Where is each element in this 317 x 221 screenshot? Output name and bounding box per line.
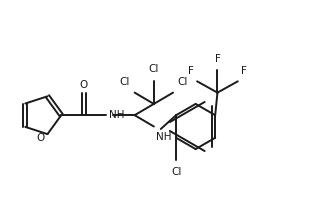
Text: Cl: Cl [149,64,159,74]
Text: Cl: Cl [120,77,130,87]
Text: O: O [80,80,88,90]
Text: Cl: Cl [171,167,181,177]
Text: Cl: Cl [178,77,188,87]
Text: NH: NH [109,110,124,120]
Text: F: F [215,54,220,64]
Text: NH: NH [156,132,172,142]
Text: F: F [241,66,247,76]
Text: O: O [36,133,45,143]
Text: F: F [188,66,194,76]
